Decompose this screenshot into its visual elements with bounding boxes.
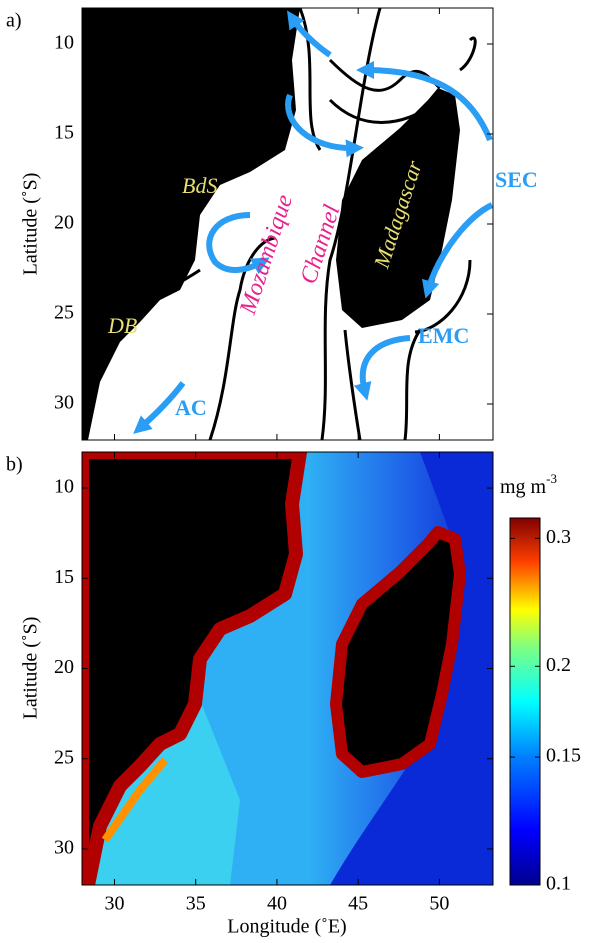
y-tick-label: 30 bbox=[54, 837, 74, 859]
unit-exponent: -3 bbox=[546, 471, 557, 486]
annotation: DB bbox=[107, 313, 137, 338]
annotation: SEC bbox=[495, 167, 538, 192]
x-tick-label: 40 bbox=[267, 893, 287, 915]
y-tick-label: 20 bbox=[54, 656, 74, 678]
panel-label: a) bbox=[6, 10, 22, 32]
colorbar-tick-label: 0.3 bbox=[546, 526, 571, 548]
annotation: BdS bbox=[182, 173, 217, 198]
x-tick-label: 30 bbox=[104, 893, 124, 915]
y-tick-label: 20 bbox=[54, 212, 74, 234]
x-tick-label: 45 bbox=[348, 893, 368, 915]
y-axis-label: Latitude (˚S) bbox=[20, 617, 42, 720]
x-axis-label: Longitude (˚E) bbox=[227, 916, 346, 938]
colorbar-tick-label: 0.2 bbox=[546, 654, 571, 676]
y-tick-label: 10 bbox=[54, 476, 74, 498]
map-panel-a bbox=[82, 8, 493, 440]
y-tick-label: 15 bbox=[54, 566, 74, 588]
colorbar bbox=[509, 517, 541, 886]
map-panel-b bbox=[82, 452, 493, 885]
y-tick-label: 30 bbox=[54, 392, 74, 414]
y-tick-label: 10 bbox=[54, 32, 74, 54]
y-tick-label: 25 bbox=[54, 302, 74, 324]
colorbar-tick-label: 0.1 bbox=[546, 873, 571, 895]
annotation: AC bbox=[175, 395, 207, 420]
x-tick-label: 35 bbox=[186, 893, 206, 915]
panel-label: b) bbox=[6, 454, 23, 476]
x-tick-label: 50 bbox=[429, 893, 449, 915]
colorbar-unit: mg m-3 bbox=[500, 471, 557, 498]
colorbar-tick-label: 0.15 bbox=[546, 745, 581, 767]
y-axis-label: Latitude (˚S) bbox=[20, 173, 42, 276]
y-tick-label: 25 bbox=[54, 746, 74, 768]
annotation: EMC bbox=[418, 323, 469, 348]
unit: mg m bbox=[500, 476, 547, 498]
y-tick-label: 15 bbox=[54, 122, 74, 144]
